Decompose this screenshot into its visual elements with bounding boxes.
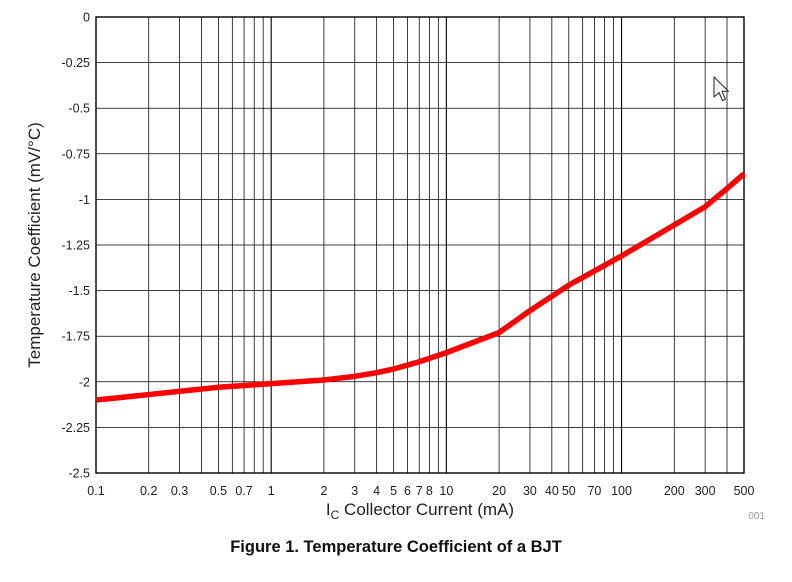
y-tick-label: -1 <box>79 193 90 207</box>
x-tick-label: 10 <box>439 484 453 498</box>
y-tick-label: 0 <box>83 11 90 25</box>
grid-lines <box>96 17 744 473</box>
x-tick-label: 8 <box>426 484 433 498</box>
x-tick-label: 500 <box>734 484 755 498</box>
x-tick-label: 200 <box>664 484 685 498</box>
y-axis-label: Temperature Coefficient (mV/°C) <box>25 122 44 368</box>
x-tick-labels: 0.1 0.2 0.3 0.5 0.7 1 2 3 4 5 6 7 8 10 20 30 40 50 70 100 20… <box>87 484 754 498</box>
temperature-coefficient-chart: 0.1 0.2 0.3 0.5 0.7 1 2 3 4 5 6 7 8 10 20 30 40 50 70 100 20… <box>25 11 765 523</box>
series-line <box>95 171 746 403</box>
x-tick-label: 6 <box>404 484 411 498</box>
x-tick-label: 50 <box>562 484 576 498</box>
x-tick-label: 30 <box>523 484 537 498</box>
x-tick-label: 0.5 <box>210 484 227 498</box>
x-tick-label: 20 <box>492 484 506 498</box>
y-tick-label: -1.5 <box>68 284 90 298</box>
y-tick-label: -1.75 <box>62 330 91 344</box>
y-tick-label: -2 <box>79 375 90 389</box>
x-axis-label: IC Collector Current (mA) <box>326 500 514 522</box>
x-tick-label: 7 <box>416 484 423 498</box>
x-tick-label: 70 <box>587 484 601 498</box>
x-tick-label: 3 <box>351 484 358 498</box>
x-tick-label: 1 <box>268 484 275 498</box>
y-tick-labels: 0 -0.25 -0.5 -0.75 -1 -1.25 -1.5 -1.75 -2 -2.25 -2… <box>62 11 91 481</box>
x-tick-label: 2 <box>320 484 327 498</box>
x-tick-label: 5 <box>390 484 397 498</box>
y-tick-label: -2.5 <box>68 467 90 481</box>
x-tick-label: 100 <box>611 484 632 498</box>
figure-number: 001 <box>748 511 765 522</box>
x-tick-label: 0.3 <box>171 484 188 498</box>
y-tick-label: -2.25 <box>62 421 91 435</box>
y-tick-label: -1.25 <box>62 239 91 253</box>
x-tick-label: 40 <box>545 484 559 498</box>
mouse-pointer-icon <box>713 76 730 102</box>
y-tick-label: -0.25 <box>62 56 91 70</box>
series-layer <box>95 171 746 403</box>
x-tick-label: 0.1 <box>87 484 104 498</box>
figure-caption: Figure 1. Temperature Coefficient of a B… <box>230 538 562 556</box>
x-tick-label: 0.7 <box>235 484 252 498</box>
plot-area-frame <box>95 16 745 474</box>
x-tick-label: 300 <box>695 484 716 498</box>
y-tick-label: -0.5 <box>68 102 90 116</box>
x-tick-label: 0.2 <box>140 484 157 498</box>
x-tick-label: 4 <box>373 484 380 498</box>
y-tick-label: -0.75 <box>62 147 91 161</box>
